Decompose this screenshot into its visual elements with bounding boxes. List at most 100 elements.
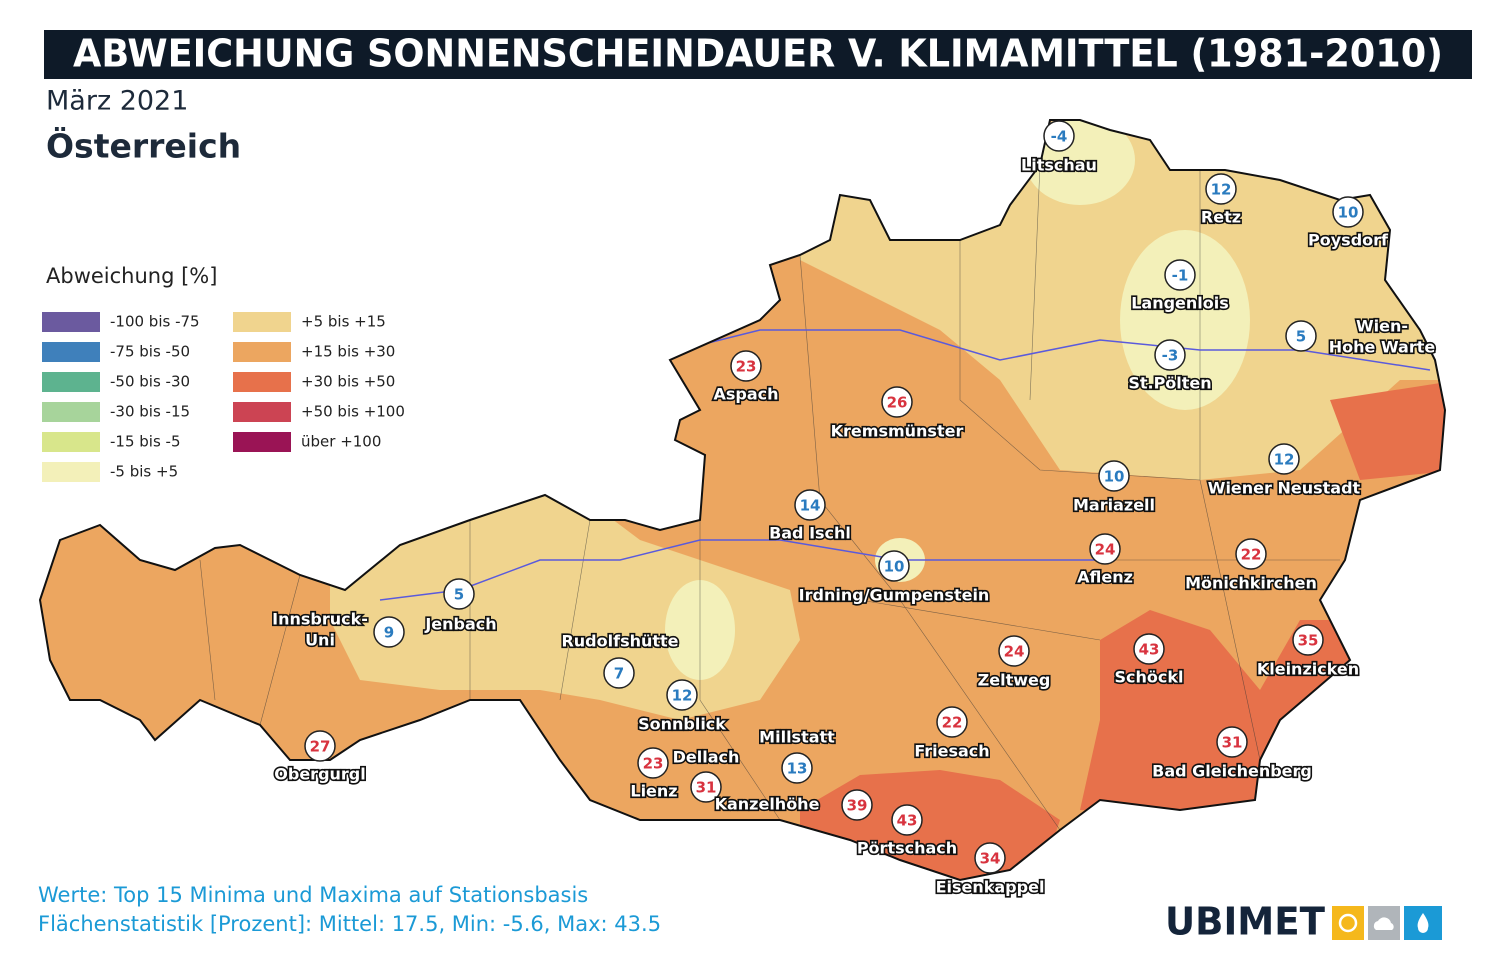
station-marker: [373, 616, 405, 648]
station-value: 23: [736, 358, 757, 376]
legend-swatch: [233, 312, 291, 332]
station-name: Kremsmünster: [831, 422, 964, 441]
station-name: Langenlois: [1131, 294, 1229, 313]
station-value: 9: [384, 624, 394, 642]
station-value: 43: [1139, 641, 1160, 659]
station-name: Aflenz: [1077, 568, 1133, 587]
title-bar: [44, 30, 1472, 79]
legend-label: -75 bis -50: [110, 343, 190, 361]
station-value: 35: [1298, 632, 1319, 650]
station-marker: [603, 657, 635, 689]
legend-swatch: [233, 432, 291, 452]
zone-minus5-5: [1120, 230, 1250, 410]
legend-label: +50 bis +100: [301, 403, 405, 421]
legend-title: Abweichung [%]: [46, 264, 217, 288]
station-name: Lienz: [630, 782, 677, 801]
legend-label: -100 bis -75: [110, 313, 200, 331]
station-marker: [1268, 443, 1300, 475]
stations: Litschau -4 Retz 12 Poysdorf 10 Langenlois -1 Wi…: [271, 120, 1437, 898]
legend-label: +5 bis +15: [301, 313, 386, 331]
station-name: Uni: [305, 631, 335, 650]
station-marker: [878, 550, 910, 582]
footnote: Flächenstatistik [Prozent]: Mittel: 17.5…: [38, 912, 661, 936]
station-value: 24: [1004, 643, 1025, 661]
district-borders: [199, 164, 1340, 831]
date: März 2021: [46, 86, 188, 117]
station-name: Obergurgl: [274, 765, 365, 784]
station-name: Innsbruck-: [272, 610, 368, 629]
station-marker: [998, 635, 1030, 667]
legend-swatch: [233, 402, 291, 422]
station-name: Aspach: [713, 385, 778, 404]
legend-swatch: [233, 372, 291, 392]
station-marker: [974, 842, 1006, 874]
station-marker: [443, 578, 475, 610]
station-value: 43: [897, 812, 918, 830]
station-name: Kanzelhöhe: [715, 795, 820, 814]
legend-swatch: [42, 342, 100, 362]
station-marker: [1292, 624, 1324, 656]
station-marker: [1154, 339, 1186, 371]
station-value: 5: [454, 586, 464, 604]
legend-swatch: [42, 372, 100, 392]
station-name: Sonnblick: [638, 715, 726, 734]
station-name: Irdning/Gumpenstein: [799, 586, 990, 605]
legend: -100 bis -75 -75 bis -50 -50 bis -30 -30 bi…: [42, 312, 405, 482]
legend-label: +30 bis +50: [301, 373, 395, 391]
footnote: Werte: Top 15 Minima und Maxima auf Stat…: [38, 883, 588, 907]
station-value: 23: [643, 755, 664, 773]
zone-30-50: [1330, 380, 1445, 480]
station-name: Bad Gleichenberg: [1152, 762, 1312, 781]
station-marker: [841, 789, 873, 821]
station-marker: [1205, 173, 1237, 205]
station-value: -1: [1172, 267, 1189, 285]
map: Litschau -4 Retz 12 Poysdorf 10 Langenlois -1 Wi…: [38, 119, 1447, 898]
station-value: 10: [1338, 204, 1359, 222]
station-value: 31: [1222, 734, 1243, 752]
station-name: Wiener Neustadt: [1208, 479, 1361, 498]
station-name: Rudolfshütte: [561, 632, 678, 651]
station-value: 31: [696, 779, 717, 797]
station-value: 5: [1296, 328, 1306, 346]
station-marker: [666, 679, 698, 711]
legend-label: -30 bis -15: [110, 403, 190, 421]
station-value: 39: [847, 797, 868, 815]
station-marker: [794, 489, 826, 521]
station-marker: [891, 804, 923, 836]
station-name: Zeltweg: [978, 671, 1051, 690]
legend-swatch: [233, 342, 291, 362]
station-value: 10: [1104, 468, 1125, 486]
station-name: Dellach: [673, 748, 740, 767]
station-marker: [304, 730, 336, 762]
station-name: Millstatt: [759, 728, 835, 747]
station-value: 34: [980, 850, 1001, 868]
logo-icons: [1332, 906, 1442, 940]
logo: UBIMET: [1165, 900, 1325, 944]
station-value: 12: [672, 687, 693, 705]
station-name: Pörtschach: [857, 839, 957, 858]
title: ABWEICHUNG SONNENSCHEINDAUER V. KLIMAMIT…: [73, 32, 1443, 76]
station-name: Poysdorf: [1308, 231, 1389, 250]
station-marker: [1164, 259, 1196, 291]
station-marker: [637, 747, 669, 779]
station-name: Friesach: [914, 742, 989, 761]
station-marker: [1133, 633, 1165, 665]
station-marker: [936, 706, 968, 738]
station-marker: [690, 771, 722, 803]
station-name: Eisenkappel: [936, 878, 1045, 897]
station-value: 12: [1274, 451, 1295, 469]
country-border: [38, 119, 1447, 882]
legend-label: über +100: [301, 433, 381, 451]
legend-swatch: [42, 312, 100, 332]
station-value: -3: [1162, 347, 1179, 365]
station-value: 7: [614, 665, 624, 683]
legend-label: -5 bis +5: [110, 463, 178, 481]
legend-swatch: [42, 462, 100, 482]
station-value: 14: [800, 497, 821, 515]
station-value: 10: [884, 558, 905, 576]
station-name: Wien-: [1356, 317, 1408, 336]
station-marker: [1216, 726, 1248, 758]
legend-swatch: [42, 432, 100, 452]
station-value: 12: [1211, 181, 1232, 199]
